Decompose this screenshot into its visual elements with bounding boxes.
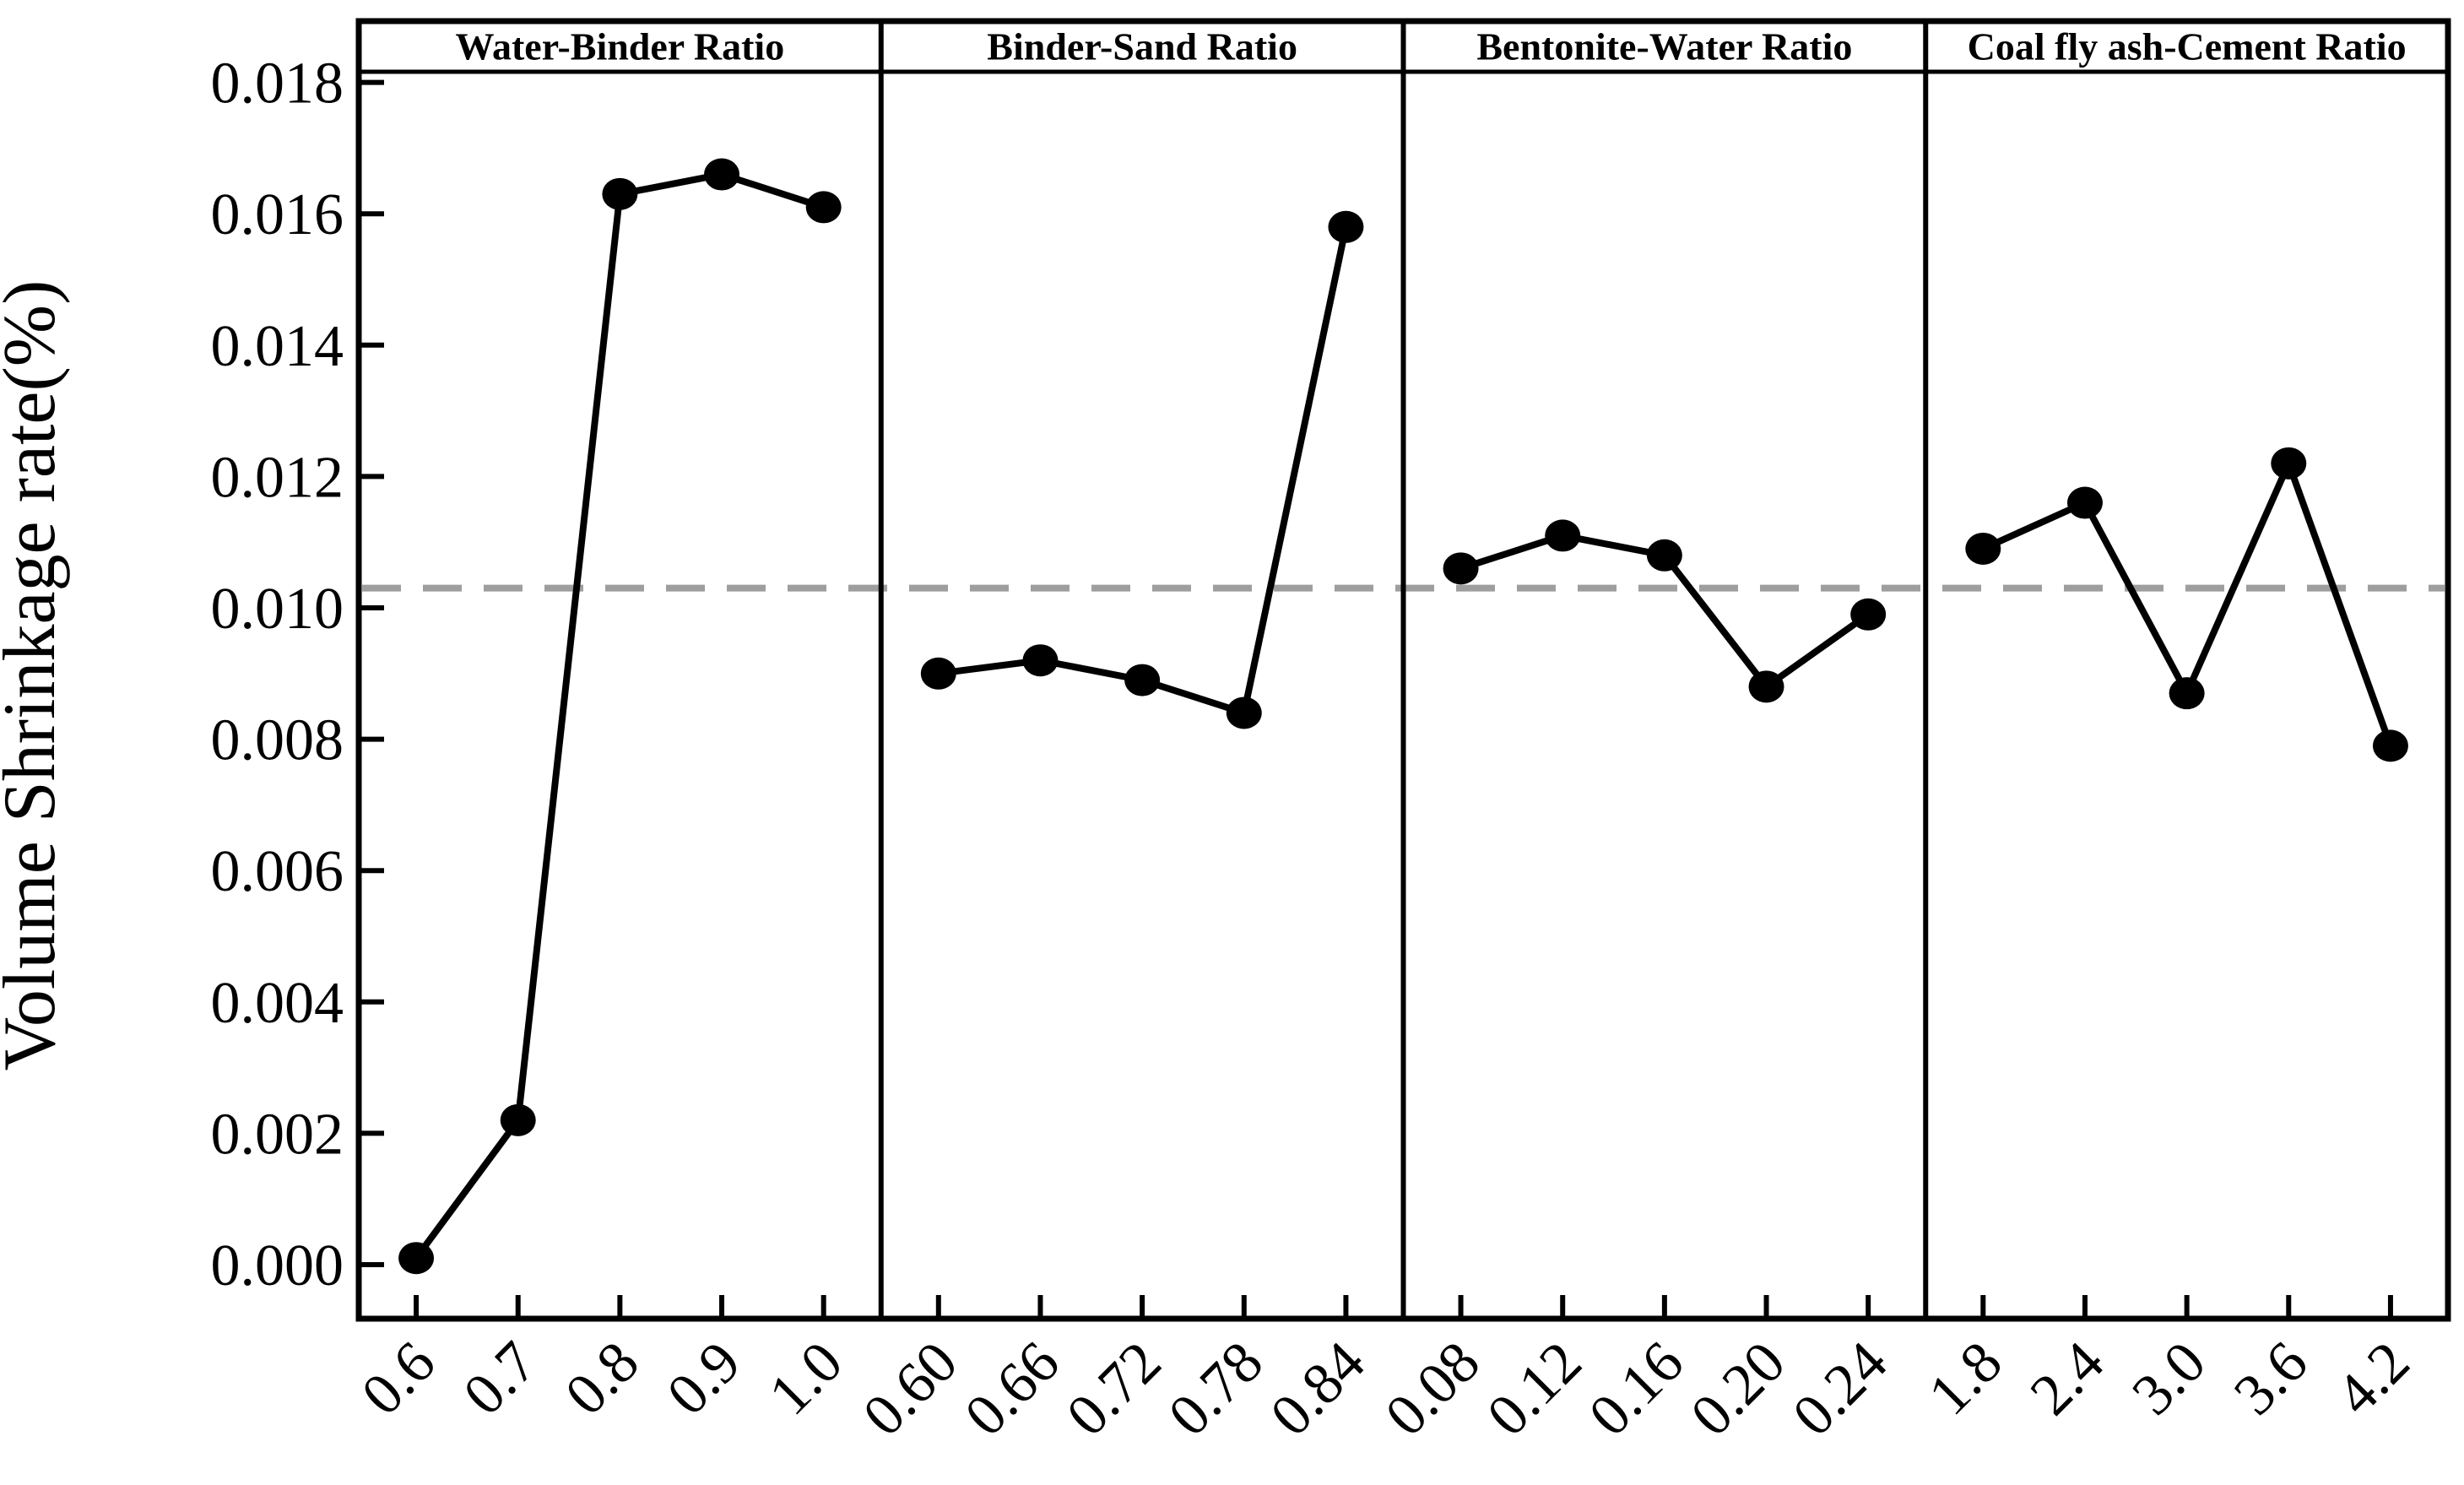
data-point — [2271, 447, 2307, 480]
data-point — [920, 657, 956, 690]
data-point — [1545, 519, 1581, 552]
data-point — [398, 1242, 435, 1275]
data-point — [704, 158, 740, 191]
x-tick-label: 0.08 — [1373, 1330, 1492, 1449]
data-point — [2372, 729, 2408, 762]
x-tick-label: 0.72 — [1054, 1330, 1173, 1449]
panel-header: Bentonite-Water Ratio — [1476, 25, 1852, 68]
y-tick-label: 0.008 — [211, 708, 344, 773]
x-tick-label: 0.12 — [1475, 1330, 1594, 1449]
panel-header: Binder-Sand Ratio — [987, 25, 1297, 68]
data-point — [1646, 539, 1682, 572]
x-tick-label: 0.7 — [452, 1330, 550, 1428]
data-point — [500, 1103, 536, 1136]
panel-header: Water-Binder Ratio — [456, 25, 785, 68]
y-axis-title: Volume Shrinkage rate(%) — [0, 280, 71, 1071]
data-point — [1748, 670, 1784, 703]
x-tick-label: 3.6 — [2222, 1330, 2320, 1428]
y-tick-label: 0.002 — [211, 1102, 344, 1167]
y-tick-label: 0.000 — [211, 1233, 344, 1298]
x-tick-label: 0.78 — [1156, 1330, 1275, 1449]
x-tick-label: 0.24 — [1780, 1330, 1899, 1449]
y-tick-label: 0.016 — [211, 182, 344, 247]
x-tick-label: 0.84 — [1259, 1330, 1378, 1449]
data-point — [1226, 696, 1262, 729]
data-point — [2169, 677, 2205, 710]
x-tick-label: 0.9 — [655, 1330, 753, 1428]
y-tick-label: 0.004 — [211, 971, 344, 1036]
x-tick-label: 3.0 — [2120, 1330, 2218, 1428]
data-point — [1965, 532, 2001, 565]
data-line — [938, 225, 1350, 718]
data-line — [413, 171, 825, 1260]
data-point — [1443, 552, 1479, 585]
data-point — [602, 177, 638, 210]
x-tick-label: 1.0 — [757, 1330, 855, 1428]
data-point — [805, 191, 842, 224]
x-tick-label: 1.8 — [1916, 1330, 2014, 1428]
data-point — [2066, 486, 2103, 519]
x-tick-label: 0.16 — [1577, 1330, 1696, 1449]
data-point — [1124, 664, 1161, 696]
x-tick-label: 0.6 — [349, 1330, 447, 1428]
x-tick-label: 0.8 — [553, 1330, 651, 1428]
data-point — [1328, 210, 1364, 243]
y-tick-label: 0.012 — [211, 445, 344, 510]
y-tick-label: 0.018 — [211, 51, 344, 117]
x-tick-label: 0.20 — [1679, 1330, 1798, 1449]
plot-border — [355, 18, 2451, 1322]
y-tick-label: 0.014 — [211, 314, 344, 379]
x-tick-label: 0.66 — [953, 1330, 1072, 1449]
x-tick-label: 4.2 — [2324, 1330, 2422, 1428]
data-point — [1850, 598, 1887, 631]
data-point — [1022, 644, 1059, 677]
panel-header: Coal fly ash-Cement Ratio — [1968, 25, 2407, 68]
x-tick-label: 0.60 — [851, 1330, 970, 1449]
y-tick-label: 0.006 — [211, 839, 344, 904]
y-tick-label: 0.010 — [211, 577, 344, 642]
x-tick-label: 2.4 — [2018, 1330, 2116, 1428]
